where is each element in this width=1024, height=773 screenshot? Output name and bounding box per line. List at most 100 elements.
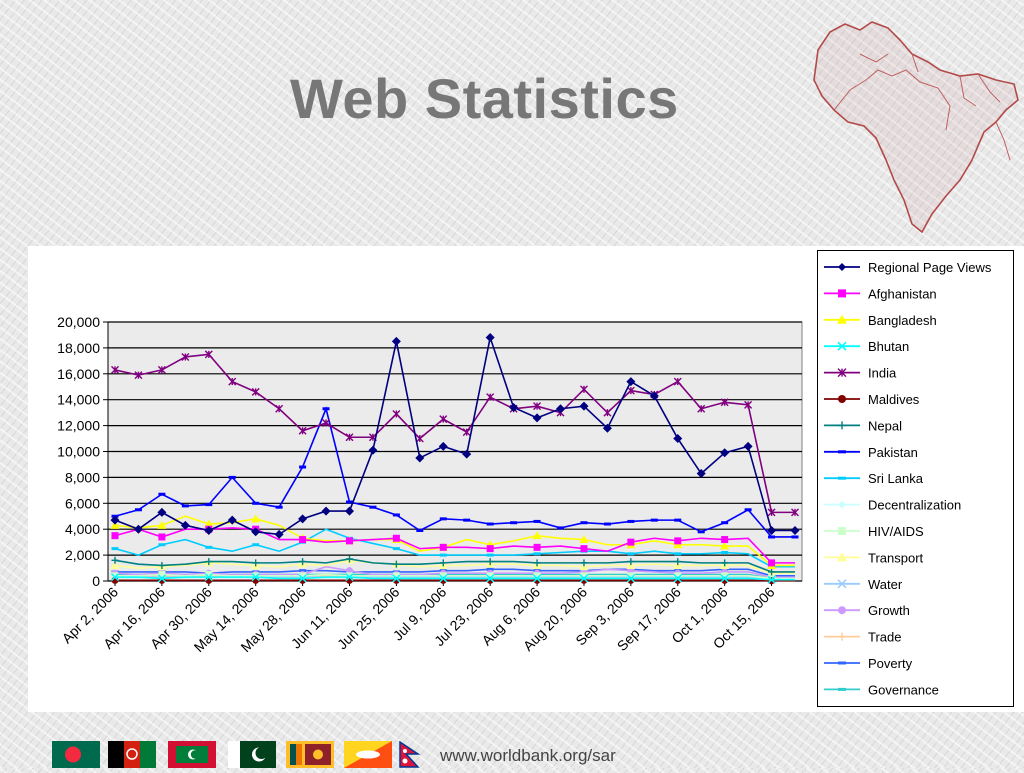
data-point <box>346 537 353 544</box>
data-point <box>182 504 189 507</box>
legend-label: Bangladesh <box>868 313 937 328</box>
y-tick-label: 12,000 <box>57 418 100 434</box>
data-point <box>463 519 470 522</box>
data-point <box>487 545 494 552</box>
legend-marker <box>838 450 846 453</box>
data-point <box>158 543 165 546</box>
legend-item: Water <box>824 577 903 592</box>
data-point <box>416 529 423 532</box>
legend-label: Governance <box>868 682 939 697</box>
south-asia-map-image <box>800 10 1024 240</box>
data-point <box>721 521 728 524</box>
data-point <box>393 547 400 550</box>
data-point <box>534 520 541 523</box>
data-point <box>792 535 799 538</box>
legend-label: Nepal <box>868 418 902 433</box>
legend-label: Sri Lanka <box>868 471 924 486</box>
data-point <box>112 532 119 539</box>
legend-label: Water <box>868 577 903 592</box>
legend-label: Pakistan <box>868 445 918 460</box>
legend-marker <box>838 263 846 271</box>
legend-marker <box>838 527 846 535</box>
data-point <box>205 546 212 549</box>
data-point <box>768 559 775 566</box>
y-tick-label: 20,000 <box>57 314 100 330</box>
data-point <box>158 493 165 496</box>
data-point <box>205 503 212 506</box>
data-point <box>698 530 705 533</box>
y-tick-label: 18,000 <box>57 340 100 356</box>
data-point <box>651 519 658 522</box>
y-tick-label: 10,000 <box>57 444 100 460</box>
sri-lanka-flag <box>286 741 334 768</box>
legend-item: Pakistan <box>824 445 918 460</box>
data-point <box>252 543 259 546</box>
data-point <box>276 506 283 509</box>
legend-item: Maldives <box>824 392 920 407</box>
legend-marker <box>838 477 846 480</box>
legend-item: India <box>824 366 897 381</box>
maldives-flag <box>168 741 216 768</box>
data-point <box>674 552 681 555</box>
data-point <box>534 552 541 555</box>
chart-legend: Regional Page Views Afghanistan Bangladesh… <box>817 250 1014 707</box>
legend-label: HIV/AIDS <box>868 524 924 539</box>
legend-marker <box>838 501 846 509</box>
footer-url[interactable]: www.worldbank.org/sar <box>440 746 616 766</box>
legend-item: Poverty <box>824 656 913 671</box>
data-point <box>627 552 634 555</box>
legend-marker <box>838 662 846 665</box>
legend-marker <box>838 289 846 297</box>
data-point <box>323 407 330 410</box>
data-point <box>252 502 259 505</box>
data-point <box>557 526 564 529</box>
data-point <box>604 523 611 526</box>
data-point <box>580 545 587 552</box>
legend-marker <box>838 633 846 641</box>
nepal-flag <box>400 742 418 767</box>
legend-item: Bangladesh <box>824 313 937 328</box>
legend-marker <box>838 421 846 429</box>
data-point <box>440 544 447 551</box>
y-tick-label: 0 <box>92 573 100 589</box>
legend-label: Regional Page Views <box>868 260 992 275</box>
flag-strip <box>52 741 422 768</box>
data-point <box>440 554 447 557</box>
data-point <box>627 539 634 546</box>
data-point <box>112 547 119 550</box>
data-point <box>229 476 236 479</box>
data-point <box>510 521 517 524</box>
legend-item: Nepal <box>824 418 902 433</box>
legend-item: Afghanistan <box>824 286 937 301</box>
legend-item: Decentralization <box>824 498 961 513</box>
legend-marker <box>838 606 846 614</box>
data-point <box>135 508 142 511</box>
data-point <box>487 554 494 557</box>
data-point <box>158 533 165 540</box>
data-point <box>393 513 400 516</box>
data-point <box>745 508 752 511</box>
legend-marker <box>838 688 846 691</box>
data-point <box>674 537 681 544</box>
legend-label: India <box>868 366 897 381</box>
legend-marker <box>838 395 846 403</box>
data-point <box>534 544 541 551</box>
legend-label: Maldives <box>868 392 920 407</box>
data-point <box>393 535 400 542</box>
afghanistan-flag <box>108 741 156 768</box>
data-point <box>580 521 587 524</box>
legend-item: Bhutan <box>824 339 909 354</box>
slide-title: Web Statistics <box>290 66 679 131</box>
legend-item: Transport <box>824 550 924 565</box>
data-point <box>721 551 728 554</box>
data-point <box>369 506 376 509</box>
y-tick-label: 6,000 <box>65 495 100 511</box>
y-tick-label: 2,000 <box>65 547 100 563</box>
bhutan-flag <box>344 741 392 768</box>
bangladesh-flag <box>52 741 100 768</box>
legend-label: Transport <box>868 550 924 565</box>
legend-item: Regional Page Views <box>824 260 992 275</box>
legend-label: Afghanistan <box>868 286 937 301</box>
data-point <box>674 519 681 522</box>
data-point <box>721 536 728 543</box>
